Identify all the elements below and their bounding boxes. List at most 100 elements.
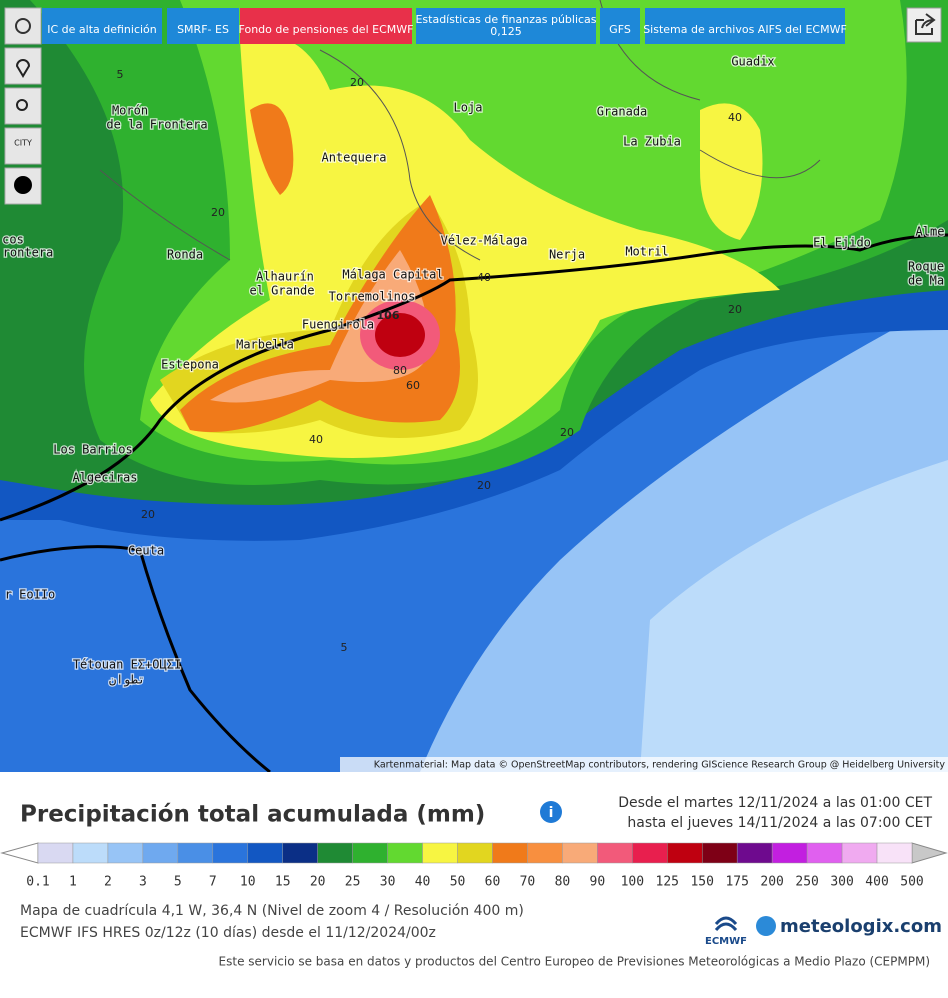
- legend-swatch: [457, 842, 493, 864]
- source-note: Este servicio se basa en datos y product…: [219, 955, 930, 969]
- brand: meteologix.com: [780, 916, 942, 937]
- legend-arrow-high: [911, 842, 948, 864]
- layer-button[interactable]: [240, 8, 412, 44]
- layer-button-label: SMRF- ES: [177, 23, 229, 36]
- legend-tick-label: 1: [69, 875, 77, 890]
- legend-tick-label: 90: [590, 875, 606, 890]
- contour-label: 5: [341, 641, 348, 654]
- place-label: Ronda: [167, 248, 203, 262]
- pin-icon: [15, 59, 31, 78]
- side-button[interactable]: [4, 87, 42, 125]
- legend-tick-label: 3: [139, 875, 147, 890]
- place-label: Algeciras: [72, 471, 137, 485]
- side-button[interactable]: [4, 47, 42, 85]
- legend-tick-label: 5: [174, 875, 182, 890]
- place-label: Motril: [625, 245, 668, 259]
- grid-info: Mapa de cuadrícula 4,1 W, 36,4 N (Nivel …: [20, 903, 524, 919]
- borders: [99, 0, 821, 261]
- brand-logo: [756, 916, 776, 936]
- red-core: [375, 313, 425, 357]
- legend-tick-label: 400: [865, 875, 888, 890]
- legend-swatch: [492, 842, 528, 864]
- coastline: [0, 233, 948, 522]
- legend-swatch: [422, 842, 458, 864]
- info-i: i: [549, 805, 554, 821]
- side-button[interactable]: [4, 7, 42, 45]
- legend-swatch: [107, 842, 144, 864]
- dot-icon: [14, 176, 32, 194]
- coastline-africa: [0, 545, 271, 772]
- contour-label: 20: [211, 206, 225, 219]
- legend-tick-label: 70: [520, 875, 536, 890]
- place-label: Marbella: [236, 338, 294, 352]
- info-icon[interactable]: [540, 801, 562, 823]
- legend-swatch: [701, 842, 738, 864]
- contour-label: 5: [117, 68, 124, 81]
- legend-swatch: [282, 842, 318, 864]
- layer-button[interactable]: [167, 8, 239, 44]
- layer-button-label: Sistema de archivos AIFS del ECMWF: [643, 23, 847, 36]
- layer-button-label: Estadísticas de finanzas públicas: [415, 13, 596, 26]
- legend-tick-label: 50: [450, 875, 466, 890]
- legend-tick-label: 60: [485, 875, 501, 890]
- contour-label: 20: [141, 508, 155, 521]
- legend-tick-label: 20: [310, 875, 326, 890]
- legend-tick-label: 40: [415, 875, 431, 890]
- layer-button[interactable]: [645, 8, 845, 44]
- peach-zone: [210, 250, 430, 403]
- legend-tick-label: 30: [380, 875, 396, 890]
- legend-tick-label: 175: [725, 875, 748, 890]
- place-label: Loja: [454, 101, 483, 115]
- contour-label: 20: [728, 303, 742, 316]
- layer-button[interactable]: [600, 8, 640, 44]
- legend-swatch: [247, 842, 283, 864]
- layer-button-value: 0,125: [490, 25, 522, 38]
- place-label: Granada: [597, 105, 648, 119]
- period-to: hasta el jueves 14/11/2024 a las 07:00 C…: [627, 815, 932, 831]
- legend-swatch: [736, 842, 773, 864]
- legend-swatch: [37, 842, 74, 864]
- place-label: Alhaurín: [256, 270, 314, 284]
- ecmwf-logo: [714, 916, 738, 932]
- legend-swatch: [597, 842, 633, 864]
- share-icon: [915, 13, 936, 35]
- legend-tick-label: 150: [690, 875, 713, 890]
- place-label: Málaga Capital: [342, 268, 443, 282]
- place-label: El Ejido: [813, 236, 871, 250]
- place-label: Fuengirola: [302, 318, 374, 332]
- contour-label: 20: [560, 426, 574, 439]
- legend-swatch: [177, 842, 214, 864]
- place-label: cos: [2, 233, 24, 247]
- place-label: Vélez-Málaga: [441, 234, 528, 248]
- place-label: el Grande: [249, 284, 314, 298]
- legend-swatch: [387, 842, 423, 864]
- contour-label: 40: [728, 111, 742, 124]
- legend-tick-label: 0.1: [26, 875, 49, 890]
- layer-button[interactable]: [42, 8, 162, 44]
- legend-swatch: [806, 842, 843, 864]
- side-button[interactable]: [4, 127, 42, 165]
- contour-label: 40: [477, 271, 491, 284]
- attribution-bg: [340, 757, 948, 772]
- legend-swatch: [667, 842, 703, 864]
- model-info: ECMWF IFS HRES 0z/12z (10 días) desde el…: [20, 925, 436, 941]
- place-label: Alme: [916, 225, 945, 239]
- place-label: Los Barrios: [53, 443, 132, 457]
- legend-swatch: [212, 842, 249, 864]
- place-label: La Zubia: [623, 135, 681, 149]
- legend-swatch: [527, 842, 563, 864]
- legend-swatch: [841, 842, 878, 864]
- place-label: Guadix: [731, 55, 774, 69]
- legend-tick-label: 125: [656, 875, 679, 890]
- place-label: de Ma: [908, 274, 944, 288]
- place-label: Antequera: [321, 151, 386, 165]
- legend-tick-label: 15: [275, 875, 291, 890]
- reload-icon: [15, 18, 31, 34]
- layer-button[interactable]: [416, 8, 596, 44]
- place-label: Tétouan ΕΣ+ΟЦΣΙ: [73, 658, 181, 672]
- legend-tick-label: 100: [621, 875, 644, 890]
- legend-arrow-low: [0, 842, 39, 864]
- place-label: r EoIIo: [5, 588, 56, 602]
